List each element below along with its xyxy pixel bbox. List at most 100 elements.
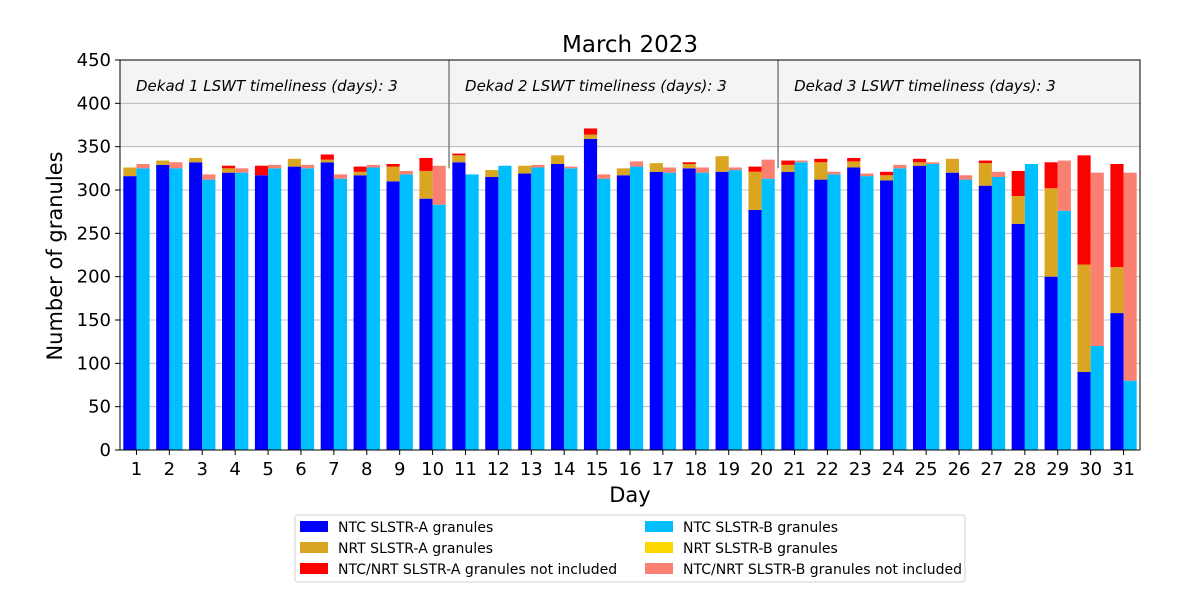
- bar-B-0-day-7: [333, 178, 348, 450]
- bar-A-1-day-26: [945, 158, 960, 173]
- x-tick-label-6: 7: [328, 459, 339, 480]
- bar-A-1-day-1: [123, 167, 137, 177]
- bar-A-0-day-10: [419, 198, 433, 450]
- x-tick-label-14: 15: [586, 459, 609, 480]
- y-tick-label-5: 250: [77, 223, 111, 244]
- bar-B-0-day-4: [235, 172, 249, 450]
- bar-A-2-day-18: [682, 162, 696, 164]
- legend-swatch-4: [645, 542, 673, 553]
- bar-A-0-day-20: [748, 209, 762, 450]
- bar-A-0-day-15: [583, 138, 598, 450]
- bar-B-0-day-30: [1090, 346, 1104, 450]
- x-tick-label-26: 27: [980, 459, 1003, 480]
- x-tick-label-19: 20: [750, 459, 773, 480]
- bar-B-2-day-15: [597, 174, 611, 179]
- bar-B-2-day-26: [959, 175, 973, 180]
- x-tick-label-21: 22: [816, 459, 839, 480]
- bar-A-0-day-27: [978, 185, 992, 450]
- y-tick-label-0: 0: [100, 440, 111, 461]
- bar-B-2-day-3: [202, 174, 216, 180]
- bar-B-0-day-2: [169, 168, 183, 451]
- bar-A-2-day-10: [419, 157, 433, 171]
- bar-A-0-day-17: [649, 171, 663, 451]
- dekad-annotation-1: Dekad 2 LSWT timeliness (days): 3: [465, 77, 727, 95]
- bar-B-0-day-24: [893, 168, 907, 451]
- bar-A-1-day-6: [287, 158, 301, 167]
- bar-A-0-day-13: [518, 173, 532, 451]
- bar-A-1-day-2: [156, 160, 170, 165]
- bar-A-2-day-15: [583, 128, 598, 135]
- x-tick-label-25: 26: [948, 459, 971, 480]
- bar-A-1-day-31: [1110, 267, 1124, 314]
- bar-A-0-day-6: [287, 166, 301, 450]
- y-tick-label-7: 350: [77, 137, 111, 158]
- bar-A-2-day-5: [254, 165, 269, 176]
- x-tick-label-15: 16: [619, 459, 642, 480]
- bar-B-2-day-4: [235, 168, 249, 173]
- bar-B-2-day-25: [926, 162, 940, 164]
- bar-A-0-day-1: [123, 176, 137, 450]
- legend: NTC SLSTR-A granules NRT SLSTR-A granules…: [294, 514, 966, 583]
- bar-B-0-day-25: [926, 164, 940, 450]
- bar-A-0-day-29: [1044, 276, 1058, 450]
- bar-A-0-day-5: [254, 175, 269, 450]
- x-tick-label-12: 13: [520, 459, 543, 480]
- dekad-dividers: [448, 60, 779, 169]
- legend-swatch-0: [300, 521, 328, 532]
- bar-A-2-day-28: [1011, 170, 1025, 197]
- bar-B-0-day-3: [202, 179, 216, 450]
- bar-B-2-day-23: [860, 173, 874, 177]
- bar-A-1-day-18: [682, 164, 696, 169]
- bar-A-0-day-22: [814, 179, 828, 450]
- x-tick-label-7: 8: [361, 459, 372, 480]
- bar-B-0-day-14: [564, 168, 578, 451]
- dekad-annotations: Dekad 1 LSWT timeliness (days): 3 Dekad 2…: [136, 77, 1056, 95]
- bar-A-1-day-19: [715, 156, 729, 172]
- bar-A-2-day-7: [320, 154, 334, 160]
- bar-A-1-day-25: [912, 162, 927, 166]
- bar-A-2-day-31: [1110, 164, 1124, 268]
- legend-swatch-1: [300, 542, 328, 553]
- bar-B-0-day-8: [366, 167, 380, 450]
- legend-label-2: NTC/NRT SLSTR-A granules not included: [338, 562, 617, 578]
- bar-B-0-day-28: [1024, 164, 1038, 450]
- x-tick-label-0: 1: [131, 459, 142, 480]
- bar-A-1-day-29: [1044, 188, 1058, 277]
- bar-A-0-day-4: [222, 172, 236, 450]
- legend-label-0: NTC SLSTR-A granules: [338, 520, 493, 536]
- bar-B-0-day-16: [630, 166, 644, 450]
- bar-A-0-day-9: [386, 181, 400, 451]
- bar-A-1-day-14: [551, 155, 565, 164]
- bar-B-2-day-18: [695, 167, 709, 173]
- y-tick-label-1: 50: [88, 397, 111, 418]
- x-tick-label-23: 24: [882, 459, 905, 480]
- bar-A-0-day-23: [847, 167, 861, 450]
- legend-label-4: NRT SLSTR-B granules: [683, 541, 838, 557]
- bar-B-2-day-17: [662, 167, 677, 173]
- x-tick-label-24: 25: [915, 459, 938, 480]
- bar-B-2-day-22: [827, 171, 841, 175]
- legend-swatch-3: [645, 521, 673, 532]
- y-tick-label-8: 400: [77, 93, 111, 114]
- bar-B-2-day-13: [531, 164, 545, 168]
- x-tick-label-17: 18: [684, 459, 707, 480]
- bar-B-0-day-29: [1057, 210, 1071, 450]
- bar-A-1-day-27: [978, 163, 992, 186]
- dekad-annotation-0: Dekad 1 LSWT timeliness (days): 3: [136, 77, 398, 95]
- x-tick-label-18: 19: [717, 459, 740, 480]
- bar-A-1-day-22: [814, 162, 828, 180]
- bar-B-2-day-24: [893, 164, 907, 169]
- bar-B-2-day-30: [1090, 172, 1104, 346]
- bar-A-0-day-26: [945, 172, 960, 450]
- bar-A-0-day-11: [452, 162, 466, 450]
- bar-A-2-day-23: [847, 157, 861, 162]
- bar-A-0-day-14: [551, 164, 565, 450]
- bar-A-2-day-21: [781, 160, 795, 165]
- bar-B-2-day-9: [399, 170, 413, 175]
- bar-B-0-day-10: [432, 204, 446, 450]
- bar-A-0-day-30: [1077, 372, 1091, 450]
- bar-A-1-day-7: [320, 159, 334, 163]
- bar-B-0-day-12: [498, 165, 512, 450]
- x-tick-label-3: 4: [229, 459, 240, 480]
